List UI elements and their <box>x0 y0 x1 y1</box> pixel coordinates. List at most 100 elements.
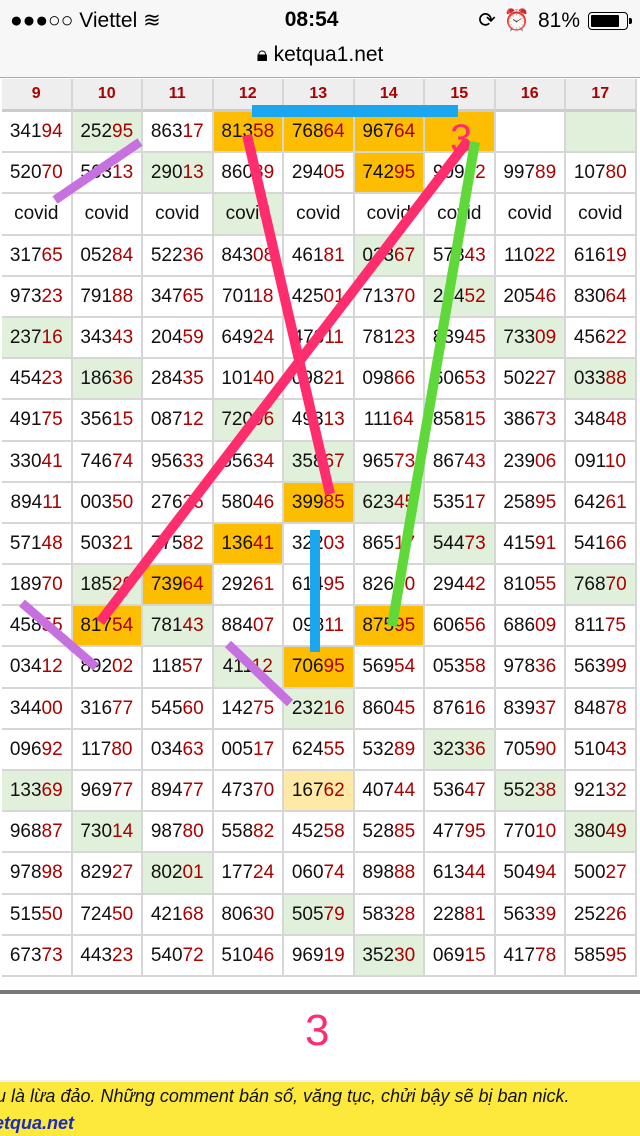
result-cell: 55238 <box>495 771 566 813</box>
cell-prefix: 110 <box>504 244 535 266</box>
cell-prefix: 107 <box>573 162 606 184</box>
cell-prefix: 510 <box>573 738 606 760</box>
cell-prefix: 237 <box>9 326 42 348</box>
cell-prefix: 505 <box>291 903 324 925</box>
result-cell: 50579 <box>284 894 355 936</box>
cell-tail-digits: 33 <box>182 450 204 472</box>
cell-tail-digits: 85 <box>323 491 345 513</box>
cell-prefix: 569 <box>362 656 395 678</box>
result-cell: 34343 <box>72 317 143 360</box>
cell-prefix: 454 <box>9 368 42 390</box>
cell-tail-digits: 67 <box>394 244 416 266</box>
result-cell: 45622 <box>566 317 637 360</box>
result-cell: 45423 <box>2 359 73 401</box>
cell-tail-digits: 55 <box>323 738 345 760</box>
cell-tail-digits: 73 <box>535 409 557 431</box>
column-header: 16 <box>495 79 566 112</box>
cell-tail-digits: 12 <box>182 409 204 431</box>
notice-text: u là lừa đảo. Những comment bán số, văng… <box>0 1086 570 1106</box>
cell-prefix: 894 <box>10 491 43 513</box>
cell-prefix: 341 <box>9 121 42 142</box>
cell-tail-digits: 54 <box>112 615 134 637</box>
cell-tail-digits: 74 <box>112 450 134 472</box>
cell-tail-digits: 95 <box>394 162 416 184</box>
result-cell: 52070 <box>2 153 73 195</box>
cell-prefix: 544 <box>432 532 465 554</box>
result-cell: 99789 <box>495 153 566 195</box>
cell-tail-digits: 36 <box>464 738 486 760</box>
cell-tail-digits: 03 <box>323 532 345 554</box>
table-row: 96887 73014 98780 55882 45258 52885 47795 77010… <box>2 812 640 854</box>
result-cell: 23716 <box>2 317 73 360</box>
result-cell: 96977 <box>72 771 143 813</box>
cell-tail-digits: 95 <box>464 821 486 843</box>
cell-prefix: 532 <box>362 738 395 760</box>
result-cell: 57843 <box>425 235 496 277</box>
result-cell: covid <box>213 194 284 236</box>
cell-prefix: 292 <box>221 574 254 596</box>
cell-tail-digits: 55 <box>535 574 557 596</box>
site-link[interactable]: etqua.net <box>0 1113 75 1133</box>
result-cell: 92132 <box>566 771 637 813</box>
result-cell: 18636 <box>72 359 143 401</box>
cell-tail-digits: 65 <box>182 285 204 307</box>
table-row: 45423 18636 28435 10140 09821 09866 60653 50227… <box>2 359 640 401</box>
cell-tail-digits: 36 <box>535 656 557 678</box>
result-cell: 85815 <box>425 400 496 442</box>
cell-prefix: 399 <box>291 491 324 513</box>
cell-tail-digits: 41 <box>253 532 275 554</box>
alarm-icon: ⏰ <box>503 8 530 32</box>
result-cell: 56954 <box>354 647 425 689</box>
result-cell: 24452 <box>425 276 496 318</box>
result-cell: 00517 <box>213 729 284 771</box>
cell-prefix: 053 <box>432 656 465 678</box>
result-cell: 29261 <box>213 565 284 607</box>
result-cell: covid <box>495 194 566 236</box>
cell-prefix: 461 <box>291 244 324 266</box>
cell-prefix: 493 <box>291 409 324 431</box>
result-cell: 97836 <box>495 647 566 689</box>
result-cell: 09811 <box>284 606 355 648</box>
cell-prefix: 033 <box>573 368 606 390</box>
result-cell: 41591 <box>495 523 566 566</box>
column-header: 14 <box>354 79 425 112</box>
cell-prefix: 167 <box>291 780 324 801</box>
result-cell: covid <box>354 194 425 236</box>
address-bar[interactable]: 🔒︎ ketqua1.net <box>0 40 640 78</box>
cell-tail-digits: 26 <box>182 491 204 513</box>
cell-tail-digits: 80 <box>182 821 204 843</box>
cell-prefix: 244 <box>432 285 465 307</box>
result-cell: 78143 <box>143 606 214 648</box>
cell-prefix: 839 <box>503 697 536 719</box>
table-row: 13369 96977 89477 47370 16762 40744 53647 55238… <box>2 771 640 813</box>
result-cell: 44323 <box>72 935 143 977</box>
cell-tail-digits: 88 <box>394 862 416 884</box>
cell-prefix: 348 <box>573 409 606 431</box>
result-cell: 82650 <box>354 565 425 607</box>
result-cell: 31765 <box>2 235 73 277</box>
cell-prefix: 892 <box>80 656 113 678</box>
cell-prefix: 087 <box>150 409 183 431</box>
cell-prefix: 742 <box>362 162 395 184</box>
cell-prefix: 096 <box>9 738 42 760</box>
cell-prefix: 535 <box>432 491 465 513</box>
cell-prefix: 843 <box>221 244 254 266</box>
result-cell: 83945 <box>425 317 496 360</box>
result-cell: 29442 <box>425 565 496 607</box>
cell-prefix: 973 <box>9 285 42 307</box>
result-cell: 83937 <box>495 688 566 730</box>
cell-prefix: 421 <box>150 903 183 925</box>
result-cell: covid <box>566 194 637 236</box>
cell-tail-digits: 15 <box>464 409 486 431</box>
cell-tail-digits: 70 <box>41 574 63 596</box>
cell-prefix: 189 <box>9 574 42 596</box>
result-cell: 53647 <box>425 771 496 813</box>
result-cell: 53517 <box>425 482 496 524</box>
cell-prefix: 606 <box>432 368 465 390</box>
result-cell: 80630 <box>213 894 284 936</box>
cell-prefix: 968 <box>9 821 42 843</box>
result-cell: covid <box>284 194 355 236</box>
table-row: 89411 00350 27626 58046 39985 62345 53517 25895… <box>2 482 640 524</box>
cell-prefix: 563 <box>573 656 606 678</box>
cell-tail-digits: 48 <box>605 409 627 431</box>
